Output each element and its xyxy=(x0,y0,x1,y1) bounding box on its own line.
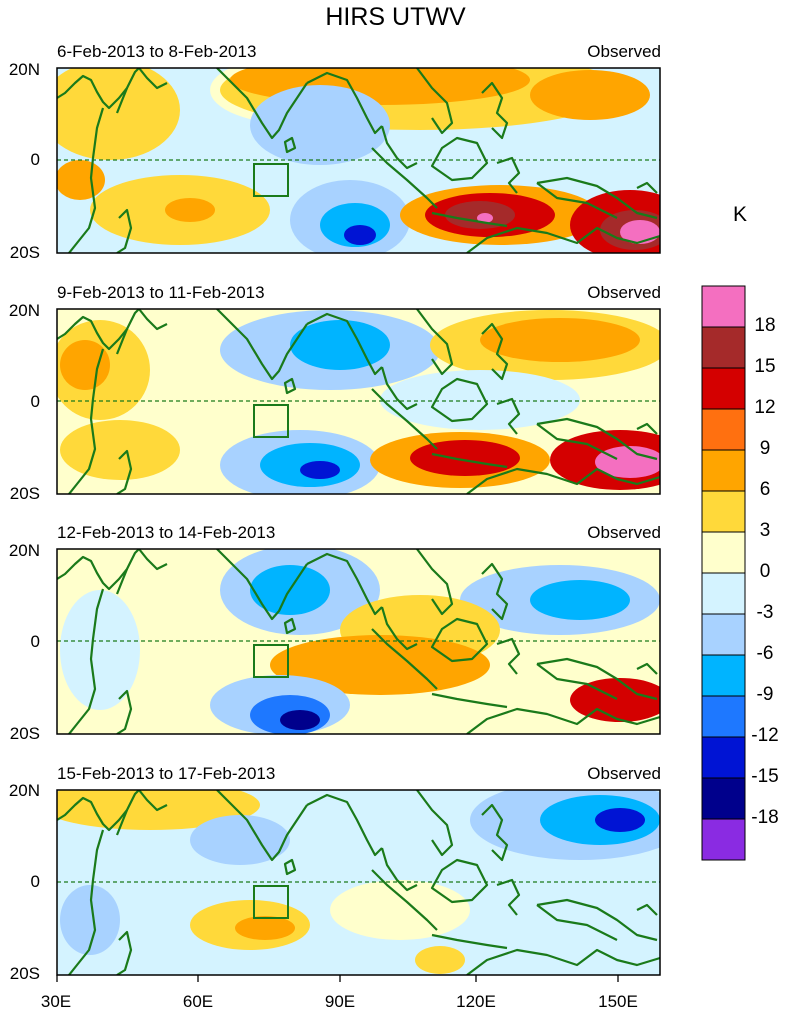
panel-4-period: 15-Feb-2013 to 17-Feb-2013 xyxy=(57,764,276,783)
colorbar-label-0: 18 xyxy=(754,315,776,336)
p1-ytick-0: 0 xyxy=(30,150,40,169)
xtick-30e: 30E xyxy=(40,992,72,1011)
colorbar-swatch-12 xyxy=(701,777,746,820)
panel-1-map xyxy=(57,68,660,253)
colorbar-label-11: -15 xyxy=(751,766,779,787)
colorbar-unit: K xyxy=(733,203,748,226)
colorbar-label-8: -6 xyxy=(756,643,774,664)
xtick-120e: 120E xyxy=(456,992,496,1011)
panel-3-period: 12-Feb-2013 to 14-Feb-2013 xyxy=(57,523,276,542)
colorbar-swatch-13 xyxy=(701,818,746,861)
colorbar-label-5: 3 xyxy=(759,520,771,541)
panel-2-label: Observed xyxy=(587,283,661,302)
p2-ytick-20s: 20S xyxy=(9,484,40,503)
colorbar-swatch-6 xyxy=(701,531,746,574)
colorbar xyxy=(701,285,746,861)
colorbar-label-6: 0 xyxy=(759,561,771,582)
panel-4-label: Observed xyxy=(587,764,661,783)
panel-2-map xyxy=(57,309,660,494)
colorbar-swatch-11 xyxy=(701,736,746,779)
colorbar-swatch-0 xyxy=(701,285,746,328)
colorbar-label-9: -9 xyxy=(756,684,774,705)
colorbar-swatch-8 xyxy=(701,613,746,656)
colorbar-swatch-4 xyxy=(701,449,746,492)
colorbar-label-4: 6 xyxy=(759,479,771,500)
panel-3-map xyxy=(57,549,660,734)
p2-ytick-20n: 20N xyxy=(8,301,40,320)
panel-4-map xyxy=(57,790,660,975)
panel-1-label: Observed xyxy=(587,42,661,61)
panel-2-period: 9-Feb-2013 to 11-Feb-2013 xyxy=(57,283,265,302)
p1-ytick-20n: 20N xyxy=(8,60,40,79)
p4-ytick-0: 0 xyxy=(30,872,40,891)
colorbar-label-2: 12 xyxy=(754,397,776,418)
xtick-90e: 90E xyxy=(324,992,356,1011)
colorbar-swatch-10 xyxy=(701,695,746,738)
colorbar-swatch-1 xyxy=(701,326,746,369)
p3-ytick-0: 0 xyxy=(30,632,40,651)
figure-title: HIRS UTWV xyxy=(325,3,466,31)
colorbar-swatch-5 xyxy=(701,490,746,533)
colorbar-swatch-9 xyxy=(701,654,746,697)
colorbar-swatch-2 xyxy=(701,367,746,410)
colorbar-label-3: 9 xyxy=(759,438,771,459)
p4-ytick-20n: 20N xyxy=(8,781,40,800)
colorbar-swatch-7 xyxy=(701,572,746,615)
colorbar-label-1: 15 xyxy=(754,356,776,377)
colorbar-label-12: -18 xyxy=(751,807,779,828)
p1-ytick-20s: 20S xyxy=(9,243,40,262)
colorbar-label-10: -12 xyxy=(751,725,779,746)
p4-ytick-20s: 20S xyxy=(9,964,40,983)
panel-1-period: 6-Feb-2013 to 8-Feb-2013 xyxy=(57,42,257,61)
p3-ytick-20s: 20S xyxy=(9,724,40,743)
xtick-150e: 150E xyxy=(598,992,638,1011)
colorbar-swatch-3 xyxy=(701,408,746,451)
panel-3-label: Observed xyxy=(587,523,661,542)
xtick-60e: 60E xyxy=(182,992,214,1011)
p3-ytick-20n: 20N xyxy=(8,541,40,560)
colorbar-label-7: -3 xyxy=(756,602,774,623)
p2-ytick-0: 0 xyxy=(30,392,40,411)
